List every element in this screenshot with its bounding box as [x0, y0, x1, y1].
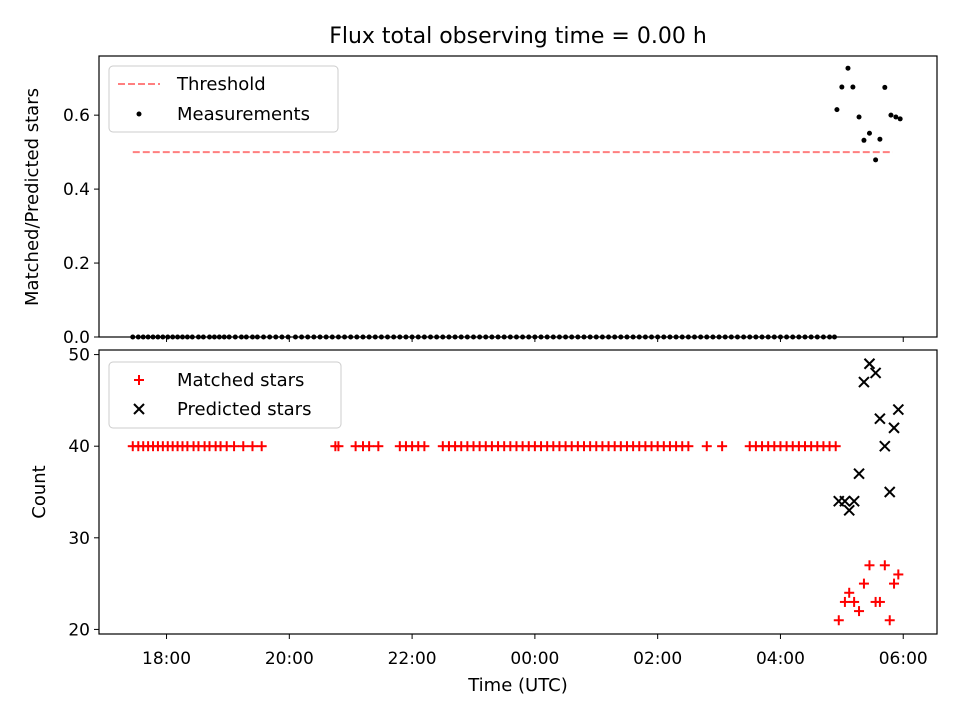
measurements-point — [888, 112, 894, 118]
bottom-panel: 20 30 40 50 18:00 20:00 22:00 00:00 02:00 04:00 0… — [29, 346, 938, 696]
measurements-point — [856, 114, 862, 120]
measurements-legend-marker — [136, 111, 142, 117]
bottom-panel-frame — [98, 349, 938, 635]
y-tick-label: 0.0 — [63, 328, 90, 348]
predicted-stars-point — [843, 504, 855, 517]
top-panel-legend: Threshold Measurements — [108, 65, 339, 133]
top-panel-x-ticks — [166, 337, 904, 342]
measurements-point — [897, 116, 903, 122]
top-panel-y-ticks: 0.0 0.2 0.4 0.6 — [63, 106, 99, 348]
matched-stars-point — [256, 441, 267, 452]
legend-box — [108, 65, 339, 133]
y-tick-label: 0.6 — [63, 106, 90, 126]
predicted-stars-point — [888, 422, 900, 434]
y-tick-label: 50 — [68, 346, 90, 366]
matched-stars-legend-marker — [134, 375, 144, 385]
y-tick-label: 0.4 — [63, 180, 90, 200]
measurements-point — [839, 84, 845, 90]
predicted-stars-point — [869, 367, 882, 379]
matched-stars-point — [839, 596, 850, 607]
predicted-stars-point — [892, 403, 905, 416]
predicted-stars-point — [853, 467, 865, 480]
matched-stars-point — [717, 441, 728, 452]
matched-stars-point — [854, 606, 865, 617]
x-tick-label: 18:00 — [142, 649, 191, 669]
bottom-panel-plot-area — [127, 358, 905, 626]
matched-stars-point — [364, 441, 375, 452]
predicted-stars-point — [848, 495, 860, 507]
x-tick-label: 00:00 — [510, 649, 559, 669]
matched-stars-point — [333, 441, 344, 452]
matched-stars-point — [879, 560, 890, 571]
top-panel-frame — [98, 55, 938, 338]
matched-stars-point — [849, 596, 860, 607]
matched-stars-point — [701, 441, 712, 452]
x-tick-label: 22:00 — [388, 649, 437, 669]
matched-stars-point — [419, 441, 430, 452]
x-tick-label: 06:00 — [879, 649, 928, 669]
predicted-stars-point — [858, 376, 870, 388]
x-tick-label: 02:00 — [633, 649, 682, 669]
legend-box — [108, 361, 342, 429]
matched-stars-point — [864, 560, 875, 571]
top-panel-y-label: Matched/Predicted stars — [22, 88, 43, 306]
x-axis-label: Time (UTC) — [467, 675, 568, 696]
measurements-point — [845, 65, 851, 71]
measurements-point — [877, 136, 883, 142]
matched-stars-point — [874, 596, 885, 607]
y-tick-label: 0.2 — [63, 254, 90, 274]
matched-stars-point — [844, 587, 855, 598]
predicted-stars-legend-marker — [133, 403, 145, 415]
predicted-stars-point — [839, 495, 851, 507]
measurements-point — [850, 84, 856, 90]
measurements-point — [893, 114, 899, 120]
x-tick-label: 04:00 — [756, 649, 805, 669]
predicted-stars-legend-label: Predicted stars — [177, 399, 311, 420]
bottom-panel-legend: Matched stars Predicted stars — [108, 361, 342, 429]
measurements-point — [873, 157, 879, 163]
matched-stars-point — [833, 615, 844, 626]
bottom-panel-y-ticks: 20 30 40 50 — [68, 346, 99, 640]
y-tick-label: 30 — [68, 529, 90, 549]
matched-stars-point — [889, 578, 900, 589]
matched-stars-legend-label: Matched stars — [177, 370, 304, 391]
bottom-panel-x-ticks: 18:00 20:00 22:00 00:00 02:00 04:00 06:00 — [142, 634, 928, 669]
matched-stars-point — [683, 441, 694, 452]
y-tick-label: 20 — [68, 620, 90, 640]
chart-title: Flux total observing time = 0.00 h — [329, 24, 707, 49]
matched-stars-point — [830, 441, 841, 452]
y-tick-label: 40 — [68, 437, 90, 457]
predicted-stars-point — [884, 486, 896, 498]
matched-stars-point — [373, 441, 384, 452]
bottom-panel-y-label: Count — [29, 465, 50, 518]
matched-stars-point — [238, 441, 249, 452]
matched-stars-point — [893, 569, 904, 580]
predicted-stars-point — [863, 358, 876, 370]
matched-stars-point — [229, 441, 240, 452]
x-tick-label: 20:00 — [265, 649, 314, 669]
top-panel: 0.0 0.2 0.4 0.6 Matched/Predicted stars Thr… — [22, 55, 938, 348]
measurements-point — [866, 130, 872, 136]
measurements-point — [882, 84, 888, 90]
predicted-stars-point — [874, 413, 886, 425]
matched-stars-point — [884, 615, 895, 626]
threshold-legend-label: Threshold — [176, 74, 266, 95]
predicted-stars-point — [879, 440, 891, 452]
matched-stars-point — [858, 578, 869, 589]
matched-stars-point — [247, 441, 258, 452]
measurements-point — [861, 137, 867, 143]
measurements-point — [834, 107, 840, 113]
measurements-legend-label: Measurements — [177, 104, 310, 125]
